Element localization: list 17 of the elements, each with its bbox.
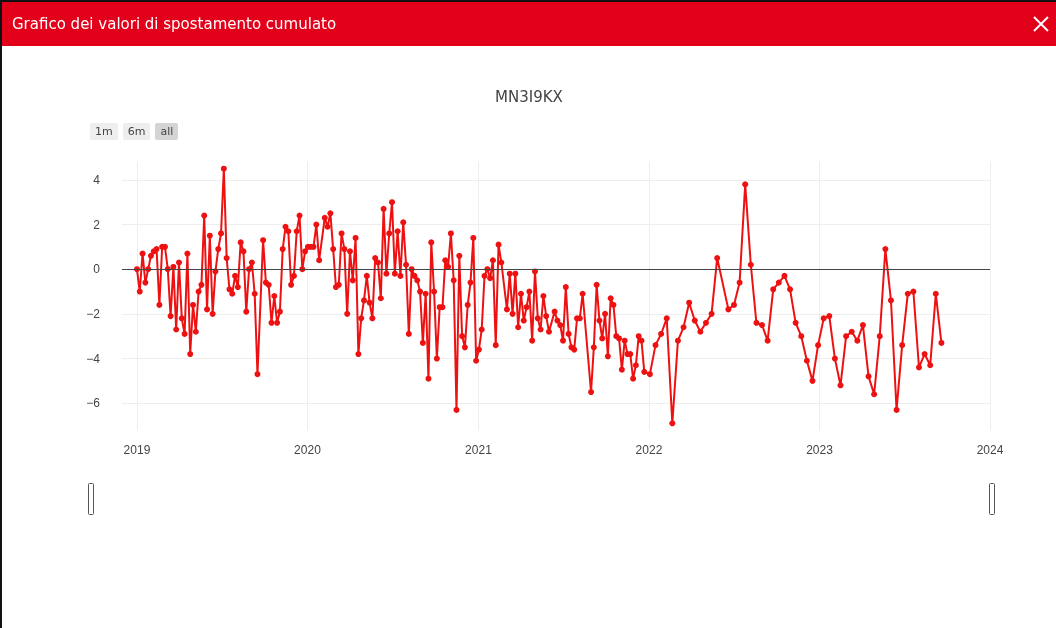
y-tick-label: 4 (93, 172, 101, 187)
text: 1m (90, 123, 118, 140)
text: all (155, 123, 179, 140)
chart-subtitle: MN3I9KX (495, 87, 563, 106)
y-tick-label: −6 (86, 396, 101, 411)
x-tick-label: 2021 (465, 443, 493, 457)
x-tick-label: 2022 (635, 443, 663, 457)
y-tick-label: −2 (86, 306, 101, 321)
x-tick-label: 2023 (806, 443, 834, 457)
y-tick-label: 0 (93, 262, 101, 277)
chart-title: Grafico dei valori di spostamento cumulato (12, 15, 337, 33)
x-tick-label: 2020 (294, 443, 322, 457)
x-tick-label: 2024 (976, 443, 1004, 457)
y-tick-label: 2 (93, 217, 101, 232)
y-tick-label: −4 (86, 351, 101, 366)
text: 6m (122, 123, 151, 140)
x-tick-label: 2019 (123, 443, 151, 457)
